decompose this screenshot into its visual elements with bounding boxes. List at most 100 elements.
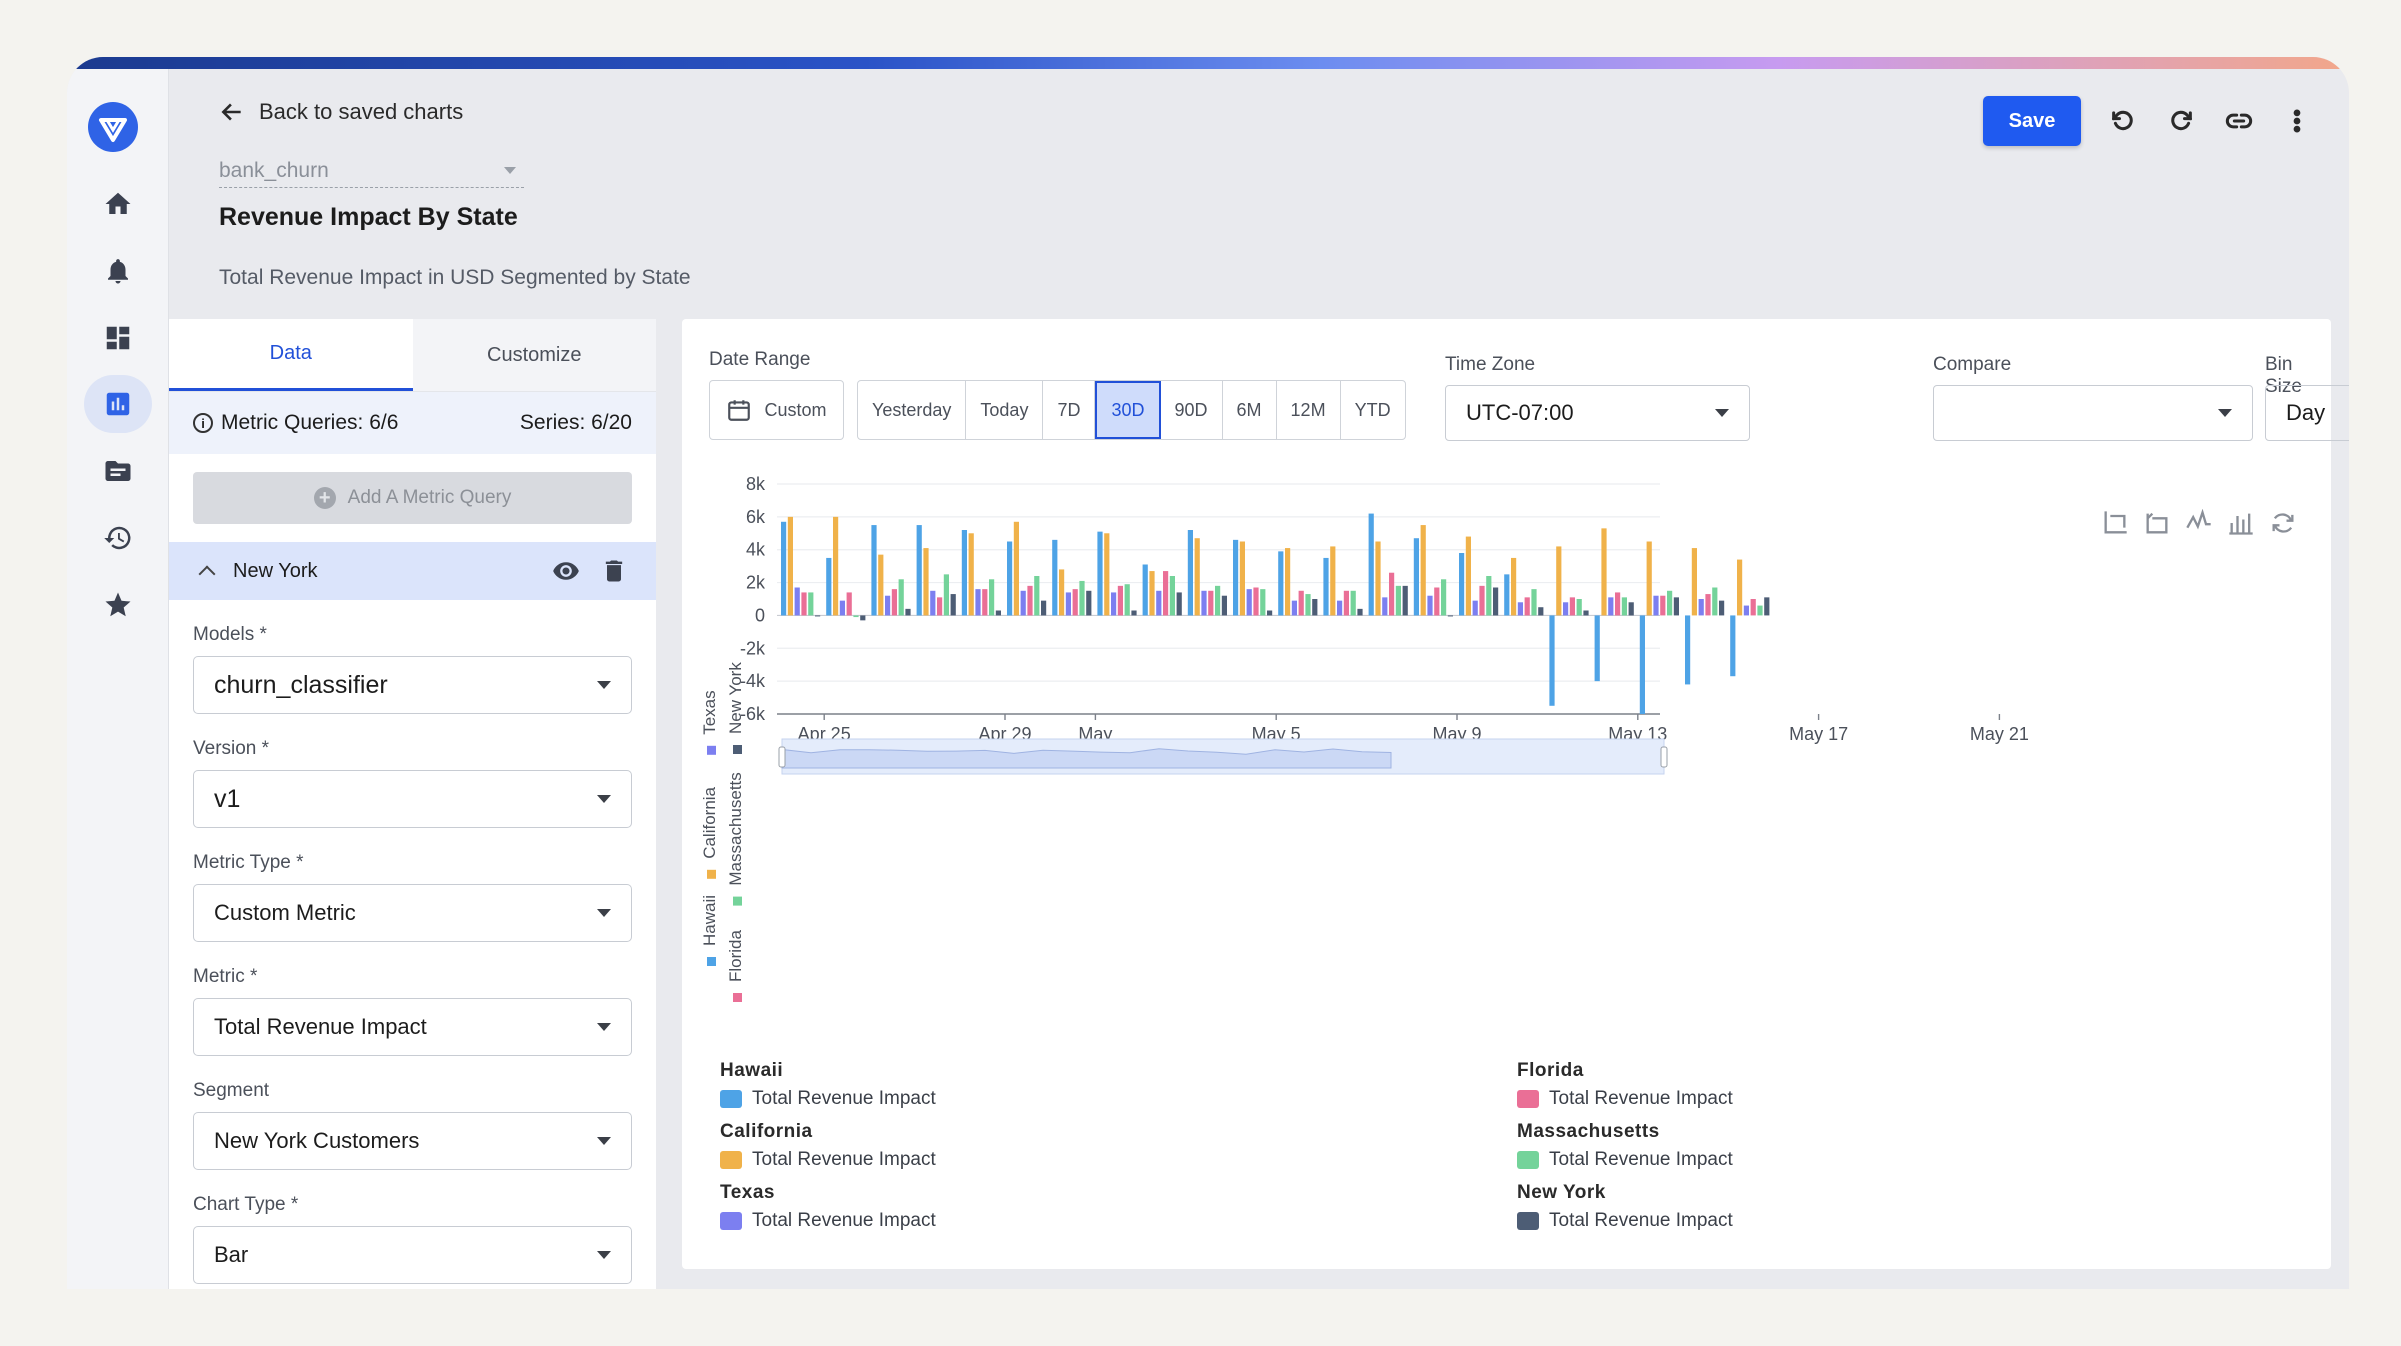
app-window: Back to saved charts bank_churn Revenue …	[67, 57, 2349, 1289]
y-tick-label: -4k	[740, 671, 766, 691]
bar	[1615, 592, 1621, 616]
nav-history[interactable]	[84, 509, 152, 567]
query-header[interactable]: New York	[169, 542, 656, 600]
y-tick-label: 4k	[746, 540, 766, 560]
main-area: Back to saved charts bank_churn Revenue …	[169, 69, 2349, 1289]
bar	[1357, 608, 1363, 616]
y-tick-label: -2k	[740, 638, 766, 658]
bar	[1246, 589, 1252, 616]
range-7d[interactable]: 7D	[1043, 381, 1096, 439]
legend-swatch	[720, 1151, 742, 1169]
legend-label: Total Revenue Impact	[752, 1088, 936, 1109]
more-options-button[interactable]	[2281, 105, 2313, 137]
bar	[1531, 589, 1537, 616]
legend-group-new-york[interactable]: New York Total Revenue Impact	[1517, 1182, 1917, 1232]
legend-group-florida[interactable]: Florida Total Revenue Impact	[1517, 1060, 1917, 1110]
page-subtitle[interactable]: Total Revenue Impact in USD Segmented by…	[219, 266, 691, 289]
zoom-slider-preview	[781, 748, 1392, 769]
line-chart-icon[interactable]	[2185, 509, 2213, 537]
custom-date-button[interactable]: Custom	[709, 380, 844, 440]
eye-icon[interactable]	[552, 557, 580, 585]
chart-icon	[106, 392, 130, 416]
bar	[1086, 590, 1092, 616]
time-zone-label: Time Zone	[1445, 354, 1536, 375]
range-30d[interactable]: 30D	[1095, 381, 1161, 439]
time-zone-select[interactable]: UTC-07:00	[1445, 385, 1750, 441]
bar	[1343, 590, 1349, 616]
bar	[923, 548, 929, 616]
bar	[1267, 610, 1273, 616]
range-yesterday[interactable]: Yesterday	[858, 381, 967, 439]
models-select[interactable]: churn_classifier	[193, 656, 632, 714]
nav-dashboards[interactable]	[84, 309, 152, 367]
axis-legend-label: Texas	[700, 690, 719, 734]
legend-group-texas[interactable]: Texas Total Revenue Impact	[720, 1182, 1120, 1232]
bar	[1169, 576, 1175, 616]
model-selector[interactable]: bank_churn	[219, 154, 524, 188]
bar	[1052, 539, 1058, 616]
legend-state: California	[720, 1121, 813, 1142]
chevron-up-icon[interactable]	[198, 565, 216, 583]
add-metric-query-button[interactable]: + Add A Metric Query	[193, 472, 632, 524]
back-to-saved-charts-link[interactable]: Back to saved charts	[219, 99, 463, 125]
axis-legend-swatch	[707, 957, 716, 966]
nav-files[interactable]	[84, 442, 152, 500]
refresh-icon[interactable]	[2269, 509, 2297, 537]
metric-select[interactable]: Total Revenue Impact	[193, 998, 632, 1056]
bar-chart-icon[interactable]	[2227, 509, 2255, 537]
range-12m[interactable]: 12M	[1277, 381, 1341, 439]
legend-state: New York	[1517, 1182, 1606, 1203]
redo-button[interactable]	[2165, 105, 2197, 137]
nav-favorites[interactable]	[84, 576, 152, 634]
bar	[1594, 615, 1600, 682]
bar	[1621, 597, 1627, 616]
save-button[interactable]: Save	[1983, 96, 2081, 146]
app-logo[interactable]	[88, 102, 138, 152]
range-90d[interactable]: 90D	[1161, 381, 1223, 439]
legend-group-hawaii[interactable]: Hawaii Total Revenue Impact	[720, 1060, 1120, 1110]
compare-select[interactable]	[1933, 385, 2253, 441]
bell-icon	[108, 259, 128, 284]
bar	[1608, 597, 1614, 616]
date-range-label: Date Range	[709, 349, 811, 370]
bar	[1072, 589, 1078, 616]
tab-data[interactable]: Data	[169, 319, 413, 391]
bar	[1239, 541, 1245, 616]
chart-type-select[interactable]: Bar	[193, 1226, 632, 1284]
bar	[1059, 569, 1065, 616]
range-6m[interactable]: 6M	[1223, 381, 1277, 439]
undo-button[interactable]	[2107, 105, 2139, 137]
nav-charts[interactable]	[84, 375, 152, 433]
bin-size-select[interactable]: Day	[2265, 385, 2349, 441]
copy-link-button[interactable]	[2223, 105, 2255, 137]
chevron-down-icon	[597, 1023, 611, 1031]
legend-group-massachusetts[interactable]: Massachusetts Total Revenue Impact	[1517, 1121, 1917, 1171]
version-select[interactable]: v1	[193, 770, 632, 828]
bar	[1730, 615, 1736, 677]
bar	[885, 595, 891, 616]
bar	[1402, 585, 1408, 616]
y-tick-label: -6k	[740, 704, 766, 724]
zoom-reset-icon[interactable]	[2143, 509, 2171, 537]
range-ytd[interactable]: YTD	[1354, 399, 1391, 420]
calendar-icon	[728, 400, 751, 421]
bar	[1041, 600, 1047, 616]
query-form: Models * churn_classifier Version * v1 M…	[169, 624, 656, 1284]
nav-alerts[interactable]	[84, 242, 152, 300]
bar	[878, 554, 884, 616]
segment-select[interactable]: New York Customers	[193, 1112, 632, 1170]
bar	[982, 589, 988, 616]
range-today[interactable]: Today	[966, 381, 1044, 439]
info-icon[interactable]: i	[193, 413, 213, 433]
bar	[1194, 538, 1200, 616]
zoom-select-icon[interactable]	[2101, 509, 2129, 537]
page-title[interactable]: Revenue Impact By State	[219, 203, 518, 231]
bar	[1208, 590, 1214, 616]
bar	[871, 525, 877, 616]
nav-home[interactable]	[84, 175, 152, 233]
legend-group-california[interactable]: California Total Revenue Impact	[720, 1121, 1120, 1171]
tab-customize[interactable]: Customize	[412, 319, 656, 391]
bar	[1719, 600, 1725, 616]
trash-icon[interactable]	[600, 557, 628, 585]
metric-type-select[interactable]: Custom Metric	[193, 884, 632, 942]
